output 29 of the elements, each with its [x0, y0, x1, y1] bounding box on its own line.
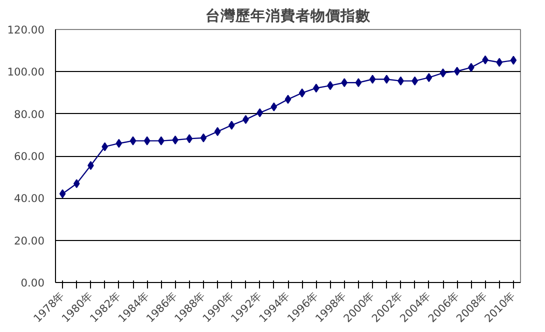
- point: [228, 120, 235, 130]
- point: [270, 102, 278, 112]
- point: [426, 73, 432, 82]
- point: [116, 138, 122, 148]
- point: [186, 134, 193, 144]
- y-tick-label: 100.00: [7, 66, 45, 79]
- point: [454, 66, 460, 76]
- point: [383, 74, 390, 84]
- point: [298, 88, 306, 98]
- point: [73, 179, 80, 188]
- y-tick-label: 80.00: [14, 108, 45, 121]
- point: [510, 56, 517, 65]
- point: [496, 58, 503, 67]
- point: [369, 74, 376, 84]
- point: [130, 136, 136, 146]
- y-tick-label: 60.00: [14, 150, 45, 163]
- y-tick-label: 0.00: [20, 276, 45, 290]
- y-tick-label: 20.00: [14, 234, 45, 248]
- point: [200, 133, 207, 142]
- y-tick-label: 120.00: [7, 24, 45, 36]
- point: [440, 68, 446, 78]
- point: [341, 78, 348, 88]
- point: [144, 136, 150, 146]
- point: [284, 94, 292, 104]
- chart-title: 台灣歷年消費者物價指數: [206, 8, 372, 24]
- y-tick-label: 40.00: [14, 192, 45, 206]
- point: [355, 78, 362, 88]
- point: [214, 127, 221, 136]
- point: [59, 189, 66, 198]
